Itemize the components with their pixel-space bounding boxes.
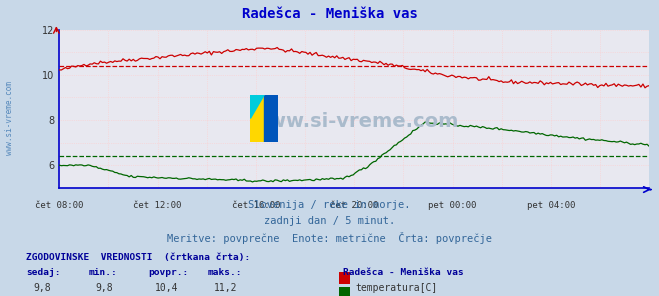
Text: pet 04:00: pet 04:00	[527, 201, 575, 210]
Text: čet 08:00: čet 08:00	[35, 201, 84, 210]
Text: Radešca - Meniška vas: Radešca - Meniška vas	[242, 7, 417, 21]
Text: ZGODOVINSKE  VREDNOSTI  (črtkana črta):: ZGODOVINSKE VREDNOSTI (črtkana črta):	[26, 253, 250, 262]
Text: 9,8: 9,8	[96, 283, 113, 293]
Text: zadnji dan / 5 minut.: zadnji dan / 5 minut.	[264, 216, 395, 226]
Text: čet 12:00: čet 12:00	[133, 201, 182, 210]
Polygon shape	[250, 95, 264, 118]
Text: pet 00:00: pet 00:00	[428, 201, 476, 210]
Text: povpr.:: povpr.:	[148, 268, 188, 277]
Text: 11,2: 11,2	[214, 283, 238, 293]
Text: sedaj:: sedaj:	[26, 268, 61, 277]
Text: min.:: min.:	[89, 268, 118, 277]
Bar	[250, 95, 264, 142]
Text: maks.:: maks.:	[208, 268, 242, 277]
Text: www.si-vreme.com: www.si-vreme.com	[250, 112, 459, 131]
Bar	[264, 95, 278, 142]
Text: čet 16:00: čet 16:00	[232, 201, 280, 210]
Text: 10,4: 10,4	[155, 283, 179, 293]
Text: čet 20:00: čet 20:00	[330, 201, 378, 210]
Text: temperatura[C]: temperatura[C]	[356, 283, 438, 293]
Text: Meritve: povprečne  Enote: metrične  Črta: povprečje: Meritve: povprečne Enote: metrične Črta:…	[167, 232, 492, 244]
Text: www.si-vreme.com: www.si-vreme.com	[5, 81, 14, 155]
Text: 9,8: 9,8	[33, 283, 51, 293]
Text: Slovenija / reke in morje.: Slovenija / reke in morje.	[248, 200, 411, 210]
Text: Radešca - Meniška vas: Radešca - Meniška vas	[343, 268, 463, 277]
